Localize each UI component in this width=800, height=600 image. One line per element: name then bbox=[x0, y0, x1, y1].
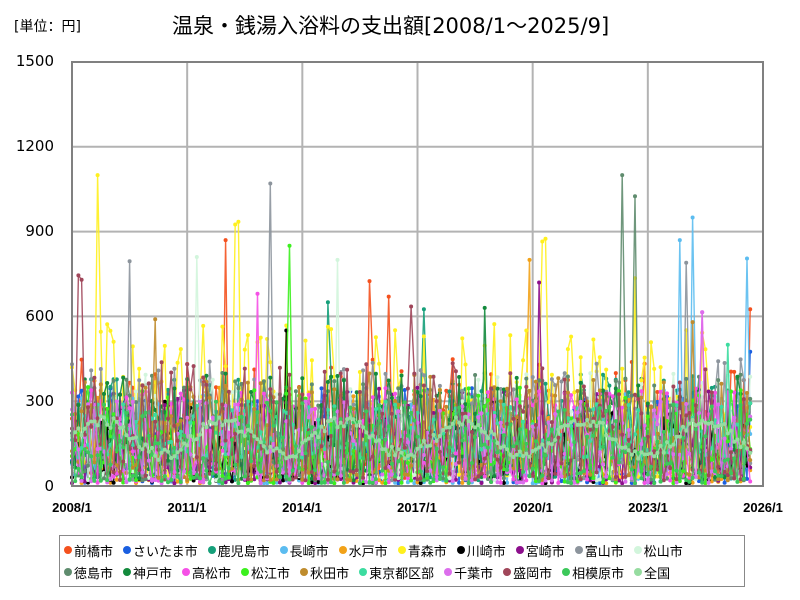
legend-label: 盛岡市 bbox=[513, 566, 553, 582]
legend-label: 水戸市 bbox=[348, 544, 388, 560]
legend-item[interactable]: 徳島市 bbox=[64, 563, 113, 582]
legend-item[interactable]: 秋田市 bbox=[300, 563, 349, 582]
plot-frame bbox=[71, 61, 764, 487]
legend-item[interactable]: 前橋市 bbox=[64, 541, 113, 560]
legend-label: さいたま市 bbox=[133, 544, 198, 560]
legend-item[interactable]: 鹿児島市 bbox=[207, 541, 270, 560]
legend-item[interactable]: さいたま市 bbox=[123, 541, 198, 560]
legend-label: 宮崎市 bbox=[525, 544, 565, 560]
legend-label: 秋田市 bbox=[310, 566, 350, 582]
legend-marker-icon bbox=[634, 568, 643, 576]
x-tick: 2017/1 bbox=[397, 500, 437, 515]
legend-marker-icon bbox=[562, 568, 571, 576]
legend-marker-icon bbox=[64, 568, 72, 576]
legend-item[interactable]: 全国 bbox=[634, 563, 670, 582]
legend-label: 長崎市 bbox=[289, 544, 329, 560]
legend-marker-icon bbox=[633, 546, 642, 554]
legend-label: 前橋市 bbox=[74, 544, 114, 560]
legend-label: 松江市 bbox=[251, 566, 291, 582]
x-tick: 2023/1 bbox=[628, 500, 668, 515]
legend-label: 高松市 bbox=[192, 566, 232, 582]
legend-label: 神戸市 bbox=[133, 566, 173, 582]
y-tick: 1200 bbox=[15, 137, 54, 155]
legend-label: 青森市 bbox=[407, 544, 447, 560]
legend-label: 千葉市 bbox=[454, 566, 494, 582]
legend-label: 徳島市 bbox=[74, 566, 114, 582]
legend-marker-icon bbox=[123, 546, 132, 554]
legend-label: 相模原市 bbox=[572, 566, 625, 582]
legend-marker-icon bbox=[207, 546, 216, 554]
legend-marker-icon bbox=[300, 568, 309, 576]
legend-row: 前橋市 さいたま市 鹿児島市 長崎市 水戸市 青森市 川崎市 宮崎市 富山市 松山市 bbox=[64, 539, 740, 561]
legend-marker-icon bbox=[397, 546, 406, 554]
legend-row: 徳島市 神戸市 高松市 松江市 秋田市 東京都区部 千葉市 盛岡市 相模原市 全国 bbox=[64, 561, 740, 583]
legend-label: 鹿児島市 bbox=[217, 544, 270, 560]
legend-item[interactable]: 宮崎市 bbox=[515, 541, 565, 560]
legend-label: 松山市 bbox=[643, 544, 683, 560]
legend-marker-icon bbox=[64, 546, 72, 554]
legend-label: 富山市 bbox=[584, 544, 624, 560]
legend-marker-icon bbox=[279, 546, 288, 554]
series-lines bbox=[70, 173, 753, 486]
legend-item[interactable]: 千葉市 bbox=[444, 563, 493, 582]
legend-marker-icon bbox=[359, 568, 368, 576]
legend-marker-icon bbox=[444, 568, 453, 576]
legend: 前橋市 さいたま市 鹿児島市 長崎市 水戸市 青森市 川崎市 宮崎市 富山市 松山市徳島市 神戸市 高… bbox=[59, 535, 745, 587]
y-tick: 0 bbox=[44, 477, 54, 495]
legend-marker-icon bbox=[241, 568, 250, 576]
legend-item[interactable]: 相模原市 bbox=[562, 563, 624, 582]
series-相模原市 bbox=[70, 399, 753, 486]
legend-item[interactable]: 富山市 bbox=[574, 541, 624, 560]
x-tick: 2008/1 bbox=[52, 500, 92, 515]
series-全国 bbox=[70, 414, 753, 462]
legend-item[interactable]: 川崎市 bbox=[456, 541, 506, 560]
legend-item[interactable]: 長崎市 bbox=[279, 541, 329, 560]
y-tick: 600 bbox=[25, 307, 54, 325]
legend-item[interactable]: 盛岡市 bbox=[503, 563, 552, 582]
legend-marker-icon bbox=[182, 568, 191, 576]
unit-label: [単位：円] bbox=[14, 19, 81, 35]
y-tick: 1500 bbox=[15, 52, 54, 70]
legend-marker-icon bbox=[515, 546, 524, 554]
chart-title: 温泉・銭湯入浴料の支出額[2008/1～2025/9] bbox=[172, 14, 610, 38]
legend-item[interactable]: 青森市 bbox=[397, 541, 447, 560]
x-tick: 2026/1 bbox=[743, 500, 783, 515]
legend-item[interactable]: 高松市 bbox=[182, 563, 231, 582]
legend-marker-icon bbox=[123, 568, 132, 576]
legend-item[interactable]: 松山市 bbox=[633, 541, 683, 560]
legend-marker-icon bbox=[338, 546, 347, 554]
x-tick: 2014/1 bbox=[282, 500, 322, 515]
legend-marker-icon bbox=[503, 568, 512, 576]
x-tick: 2020/1 bbox=[513, 500, 553, 515]
legend-label: 全国 bbox=[644, 566, 671, 582]
legend-item[interactable]: 水戸市 bbox=[338, 541, 388, 560]
gridlines bbox=[72, 62, 763, 486]
legend-item[interactable]: 松江市 bbox=[241, 563, 290, 582]
legend-item[interactable]: 東京都区部 bbox=[359, 563, 434, 582]
y-tick: 900 bbox=[25, 222, 54, 240]
legend-marker-icon bbox=[456, 546, 465, 554]
legend-label: 川崎市 bbox=[466, 544, 506, 560]
legend-marker-icon bbox=[574, 546, 583, 554]
x-tick: 2011/1 bbox=[167, 500, 207, 515]
legend-label: 東京都区部 bbox=[369, 566, 435, 582]
legend-item[interactable]: 神戸市 bbox=[123, 563, 172, 582]
y-tick: 300 bbox=[25, 392, 54, 410]
